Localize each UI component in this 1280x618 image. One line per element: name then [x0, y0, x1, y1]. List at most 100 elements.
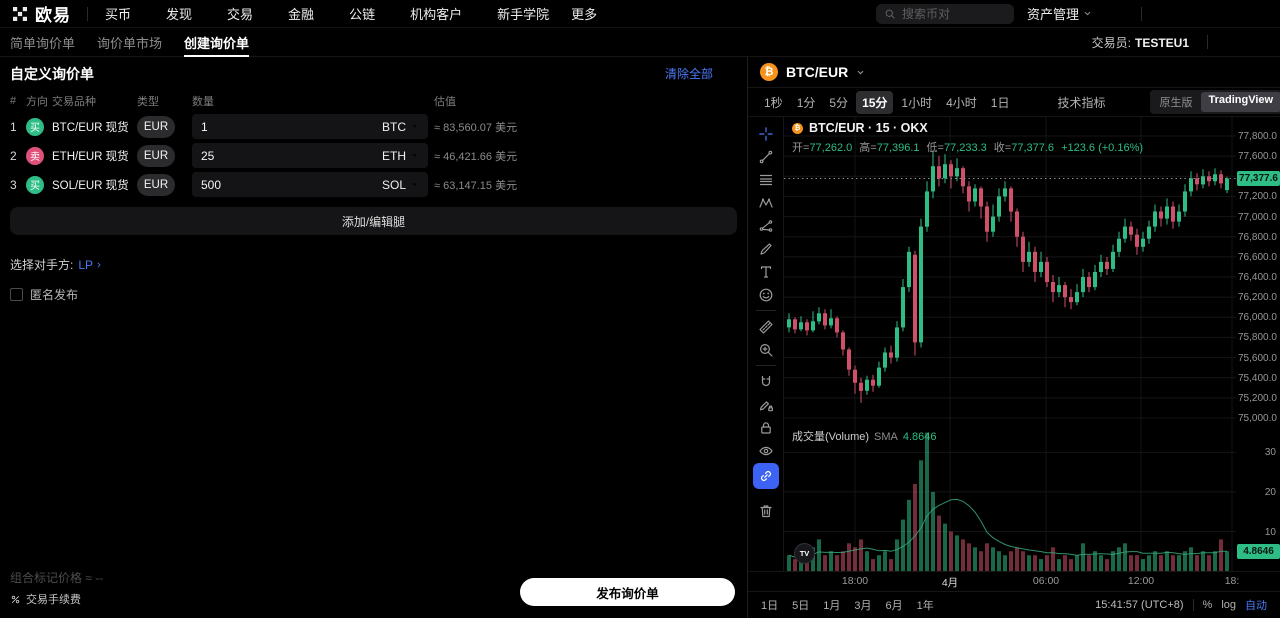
- unit-select[interactable]: SOL: [381, 177, 406, 192]
- chevron-down-icon[interactable]: [856, 68, 865, 77]
- quantity-input[interactable]: 1 BTC: [192, 114, 428, 139]
- auto-scale-button[interactable]: 自动: [1245, 600, 1267, 612]
- trash-icon[interactable]: [720, 118, 737, 135]
- indicators-label[interactable]: 技术指标: [1057, 95, 1106, 110]
- tool-draw-lock[interactable]: [753, 393, 779, 416]
- chart-menu-icon[interactable]: [1253, 65, 1268, 80]
- nav-item[interactable]: 新手学院: [497, 7, 550, 22]
- tool-trendline[interactable]: [753, 145, 779, 168]
- currency-type-button[interactable]: EUR: [137, 115, 175, 138]
- currency-type-button[interactable]: EUR: [137, 144, 175, 167]
- trash-icon[interactable]: [720, 147, 737, 164]
- currency-type-button[interactable]: EUR: [137, 173, 175, 196]
- caret-down-icon[interactable]: [410, 180, 419, 189]
- nav-item[interactable]: 交易: [216, 0, 277, 28]
- trash-icon[interactable]: [720, 176, 737, 193]
- user-icon[interactable]: [1105, 5, 1122, 22]
- range-5日[interactable]: 5日: [792, 600, 810, 612]
- gear-icon[interactable]: [1254, 34, 1270, 50]
- tool-magnet[interactable]: [753, 370, 779, 393]
- interval-1分[interactable]: 1分: [796, 95, 816, 110]
- candlestick-chart[interactable]: [784, 117, 1236, 571]
- globe-icon[interactable]: [1251, 5, 1268, 22]
- okx-logo-icon: [13, 6, 27, 21]
- nav-item[interactable]: 机构客户: [399, 0, 486, 28]
- tradingview-logo[interactable]: TV: [794, 543, 815, 564]
- tool-text[interactable]: [753, 260, 779, 283]
- tool-emoji[interactable]: [753, 283, 779, 306]
- percent-scale-button[interactable]: %: [1202, 599, 1213, 611]
- pair-select[interactable]: SOL/EUR 现货: [52, 177, 137, 193]
- add-edit-leg-button[interactable]: 添加/编辑腿: [10, 207, 737, 235]
- interval-15分[interactable]: 15分: [856, 90, 894, 114]
- interval-5分[interactable]: 5分: [829, 95, 849, 110]
- tool-lock[interactable]: [753, 416, 779, 439]
- bell-icon[interactable]: [1191, 5, 1208, 22]
- fib-icon: [759, 174, 772, 185]
- interval-4小时[interactable]: 4小时: [946, 95, 977, 110]
- interval-1小时[interactable]: 1小时: [901, 95, 933, 110]
- support-icon[interactable]: [1226, 34, 1242, 50]
- caret-down-icon[interactable]: [410, 122, 419, 131]
- brush-icon: [759, 242, 772, 255]
- range-6月[interactable]: 6月: [885, 600, 903, 612]
- divider: [1141, 6, 1142, 21]
- tool-zoom[interactable]: [753, 338, 779, 361]
- tool-crosshair[interactable]: [753, 122, 779, 145]
- tool-trash[interactable]: [753, 499, 779, 522]
- nav-item[interactable]: 发现: [155, 0, 216, 28]
- download-icon[interactable]: [1161, 5, 1178, 22]
- target-icon[interactable]: [1254, 575, 1267, 588]
- nav-item[interactable]: 更多: [560, 0, 621, 28]
- tool-link[interactable]: [752, 463, 779, 489]
- unit-select[interactable]: ETH: [382, 148, 406, 163]
- tool-brush[interactable]: [753, 237, 779, 260]
- time-axis[interactable]: 18:00 4月 06:00 12:00 18:: [748, 571, 1280, 591]
- quantity-input[interactable]: 25 ETH: [192, 143, 428, 168]
- nav-item[interactable]: 金融: [277, 0, 338, 28]
- tool-fib[interactable]: [753, 168, 779, 191]
- tool-ruler[interactable]: [753, 315, 779, 338]
- tab-简单询价单[interactable]: 简单询价单: [10, 35, 76, 51]
- caret-down-icon[interactable]: [410, 151, 419, 160]
- tradingview-mode-option[interactable]: TradingView: [1200, 92, 1280, 112]
- panel-menu-icon[interactable]: [723, 67, 737, 81]
- asset-management-menu[interactable]: 资产管理: [1027, 4, 1092, 23]
- quantity-input[interactable]: 500 SOL: [192, 172, 428, 197]
- text-icon: [760, 265, 771, 278]
- question-icon[interactable]: [1221, 5, 1238, 22]
- interval-1日[interactable]: 1日: [990, 95, 1010, 110]
- interval-1秒[interactable]: 1秒: [764, 95, 783, 110]
- info-icon[interactable]: [873, 64, 889, 80]
- tool-projection[interactable]: [753, 214, 779, 237]
- unit-select[interactable]: BTC: [382, 119, 406, 134]
- chart-area[interactable]: 77,800.077,600.077,400.077,200.077,000.0…: [748, 117, 1280, 571]
- counterparty-select[interactable]: LP: [78, 258, 103, 272]
- pair-select[interactable]: ETH/EUR 现货: [52, 148, 137, 164]
- range-1月[interactable]: 1月: [823, 600, 841, 612]
- price-axis-label: 76,000.0: [1238, 312, 1277, 324]
- clear-all-link[interactable]: 清除全部: [664, 67, 713, 81]
- publish-rfq-button[interactable]: 发布询价单: [520, 578, 735, 606]
- range-3月[interactable]: 3月: [854, 600, 872, 612]
- range-1年[interactable]: 1年: [916, 600, 934, 612]
- swap-icon[interactable]: [693, 118, 710, 135]
- tool-eye[interactable]: [753, 439, 779, 462]
- tab-创建询价单[interactable]: 创建询价单: [184, 28, 250, 57]
- range-1日[interactable]: 1日: [761, 600, 779, 612]
- pair-select[interactable]: BTC/EUR 现货: [52, 119, 137, 135]
- nav-item[interactable]: 买币: [94, 0, 155, 28]
- estimated-value: ≈ 46,421.66 美元: [434, 150, 518, 163]
- native-mode-option[interactable]: 原生版: [1159, 97, 1193, 109]
- anonymous-checkbox[interactable]: [10, 288, 23, 301]
- tool-pattern[interactable]: [753, 191, 779, 214]
- emoji-icon: [759, 288, 772, 301]
- log-scale-button[interactable]: log: [1221, 599, 1236, 611]
- nav-item[interactable]: 公链: [338, 0, 399, 28]
- search-input[interactable]: 搜索币对: [875, 3, 1014, 24]
- okx-logo[interactable]: 欧易: [12, 1, 71, 26]
- swap-icon[interactable]: [693, 176, 710, 193]
- tab-询价单市场[interactable]: 询价单市场: [97, 35, 163, 51]
- swap-icon[interactable]: [693, 147, 710, 164]
- trader-label: 交易员: TESTEU1: [1091, 35, 1189, 50]
